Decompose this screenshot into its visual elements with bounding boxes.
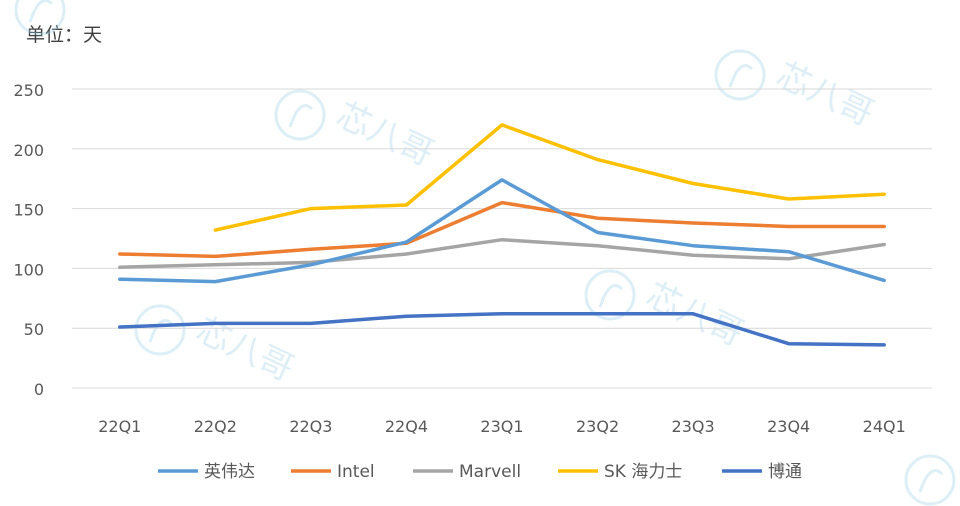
watermark-text: 芯八哥 bbox=[330, 95, 439, 174]
y-tick-label: 100 bbox=[13, 260, 44, 279]
x-tick-label: 24Q1 bbox=[863, 417, 906, 436]
legend-item: 英伟达 bbox=[158, 462, 255, 482]
x-tick-label: 23Q1 bbox=[480, 417, 523, 436]
watermark-bird-icon bbox=[728, 64, 754, 88]
legend-item: SK 海力士 bbox=[558, 462, 682, 482]
watermark-bird-icon bbox=[288, 104, 314, 128]
legend-item: Intel bbox=[291, 462, 375, 482]
watermark-bird-icon bbox=[148, 319, 174, 343]
watermark-logo-icon bbox=[134, 304, 186, 356]
watermark-logo-icon bbox=[904, 454, 956, 506]
watermark-bird-icon bbox=[598, 284, 624, 308]
unit-label: 单位：天 bbox=[26, 24, 103, 46]
legend-item: 博通 bbox=[722, 462, 802, 482]
x-tick-label: 22Q2 bbox=[194, 417, 237, 436]
x-tick-label: 22Q3 bbox=[289, 417, 332, 436]
legend-label: 博通 bbox=[768, 462, 802, 482]
series-line-3 bbox=[213, 123, 886, 232]
x-tick-label: 23Q2 bbox=[576, 417, 619, 436]
y-tick-label: 150 bbox=[13, 201, 44, 220]
watermark-logo-icon bbox=[274, 89, 326, 141]
legend-label: Intel bbox=[337, 462, 375, 482]
x-tick-label: 22Q4 bbox=[385, 417, 428, 436]
legend-label: SK 海力士 bbox=[604, 462, 682, 482]
y-tick-label: 250 bbox=[13, 81, 44, 100]
watermark-logo-icon bbox=[584, 269, 636, 321]
x-tick-label: 23Q4 bbox=[767, 417, 810, 436]
x-tick-label: 22Q1 bbox=[98, 417, 141, 436]
y-tick-label: 50 bbox=[24, 320, 44, 339]
watermark-text: 芯八哥 bbox=[770, 55, 879, 134]
legend-item: Marvell bbox=[413, 462, 521, 482]
watermark-logo-icon bbox=[714, 49, 766, 101]
legend-label: 英伟达 bbox=[204, 462, 255, 482]
series-line-1 bbox=[118, 200, 886, 259]
watermark-bird-icon bbox=[918, 469, 944, 493]
x-tick-label: 23Q3 bbox=[672, 417, 715, 436]
legend-label: Marvell bbox=[459, 462, 521, 482]
watermark-logo-icon bbox=[14, 0, 66, 36]
y-tick-label: 200 bbox=[13, 141, 44, 160]
watermark-bird-icon bbox=[28, 0, 54, 23]
y-tick-label: 0 bbox=[34, 380, 44, 399]
